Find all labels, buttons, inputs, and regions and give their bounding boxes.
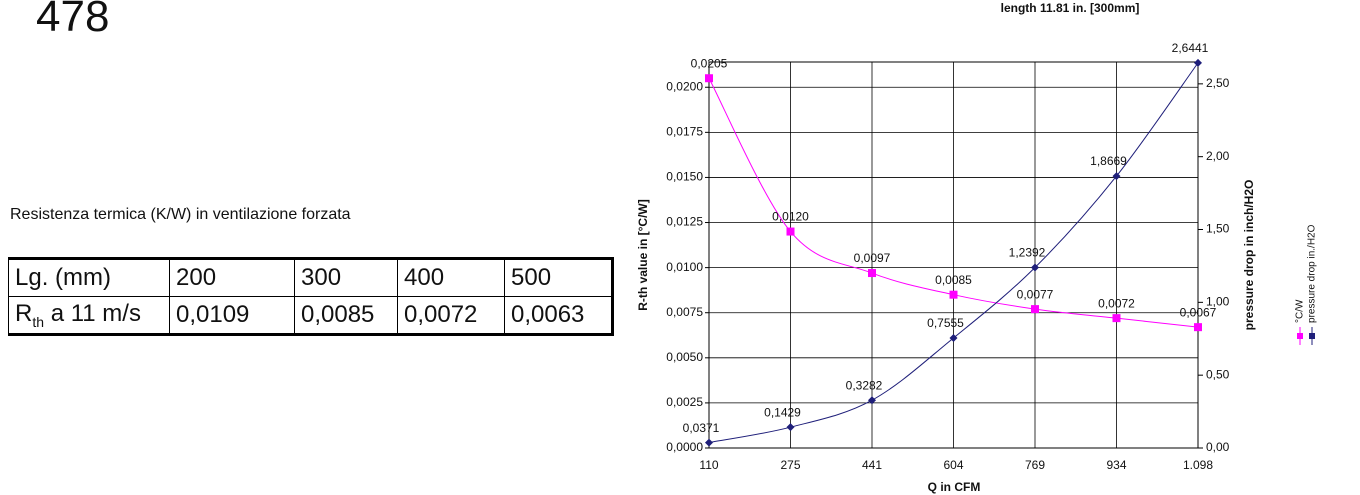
y-tick-label: 0,0125 [666,215,703,229]
legend-marker [1309,333,1315,339]
marker [1194,323,1202,332]
cell: 400 [397,258,505,297]
y-tick-label: 0,0100 [666,260,703,274]
data-label: 0,0072 [1098,296,1135,310]
data-label: 0,0120 [772,210,809,224]
marker [705,74,713,83]
legend-label: pressure drop in./H2O [1307,224,1318,323]
y-tick-label: 0,0050 [666,350,703,364]
cell-text: a 11 m/s [50,300,141,328]
x-tick-label: 110 [699,458,718,472]
x-tick-label: 769 [1025,458,1045,472]
y-tick-label: 0,0175 [666,125,703,139]
legend-item: pressure drop in./H2O [1307,224,1318,345]
data-label: 0,1429 [764,405,801,419]
data-label: 0,0205 [691,56,728,70]
y2-tick-label: 0,50 [1206,367,1230,381]
marker [1031,305,1039,314]
y-tick-label: 0,0025 [666,395,703,409]
cell: Rth a 11 m/s [8,296,170,335]
cell: 0,0085 [294,296,398,335]
table-header: Lg. (mm) 200 300 400 500 [8,258,613,297]
cell: 500 [504,258,613,297]
data-label: 0,0371 [683,421,720,435]
marker [786,227,795,236]
marker [868,269,876,278]
cell: 0,0063 [504,296,613,335]
marker [1112,172,1121,181]
y2-tick-label: 2,00 [1206,149,1230,163]
marker [868,396,876,405]
table: Lg. (mm) 200 300 400 500 Rth a 11 m/s 0,… [8,257,614,336]
marker [949,333,958,342]
y-tick-label: 0,0075 [666,305,703,319]
legend-label: °C/W [1295,299,1306,323]
y2-axis-label: pressure drop in inch/H2O [1242,180,1256,331]
data-label: 1,8669 [1090,154,1127,168]
y-axis-label: R-th value in [°C/W] [636,199,650,310]
table-caption: Resistenza termica (K/W) in ventilazione… [10,206,351,223]
x-tick-label: 441 [862,458,882,472]
chart-title: length 11.81 in. [300mm] [1001,1,1140,15]
y2-tick-label: 1,00 [1206,295,1230,309]
table-row: Rth a 11 m/s 0,0109 0,0085 0,0072 0,0063 [8,296,613,335]
x-tick-label: 934 [1106,458,1126,472]
cell: 0,0072 [397,296,505,335]
cell-text: R [15,300,33,328]
y2-tick-label: 2,50 [1206,76,1230,90]
y-tick-label: 0,0150 [666,170,703,184]
x-tick-label: 604 [943,458,963,472]
subscript: th [32,313,45,330]
data-label: 0,7555 [927,316,964,330]
marker [705,438,713,447]
heading: 478 [36,0,110,41]
legend-marker [1297,333,1303,339]
data-label: 2,6441 [1172,41,1209,55]
x-axis-label: Q in CFM [928,480,981,494]
marker [949,290,958,299]
y2-tick-label: 0,00 [1206,440,1230,454]
data-label: 0,0097 [854,251,891,265]
data-label: 0,0077 [1017,287,1054,301]
data-label: 0,0085 [935,273,972,287]
x-tick-label: 1.098 [1183,458,1213,472]
y-tick-label: 0,0000 [666,440,703,454]
marker [1031,263,1039,272]
cell: Lg. (mm) [8,258,170,297]
y-tick-label: 0,0200 [666,79,703,93]
data-label: 0,3282 [846,378,883,392]
marker [1194,58,1202,67]
data-label: 0,0067 [1180,305,1217,319]
data-label: 1,2392 [1009,246,1046,260]
cell: 0,0109 [169,296,295,335]
marker [786,423,795,432]
y2-tick-label: 1,50 [1206,222,1230,236]
cell: 300 [294,258,398,297]
legend-item: °C/W [1295,299,1306,345]
x-tick-label: 275 [780,458,800,472]
marker [1112,314,1121,323]
